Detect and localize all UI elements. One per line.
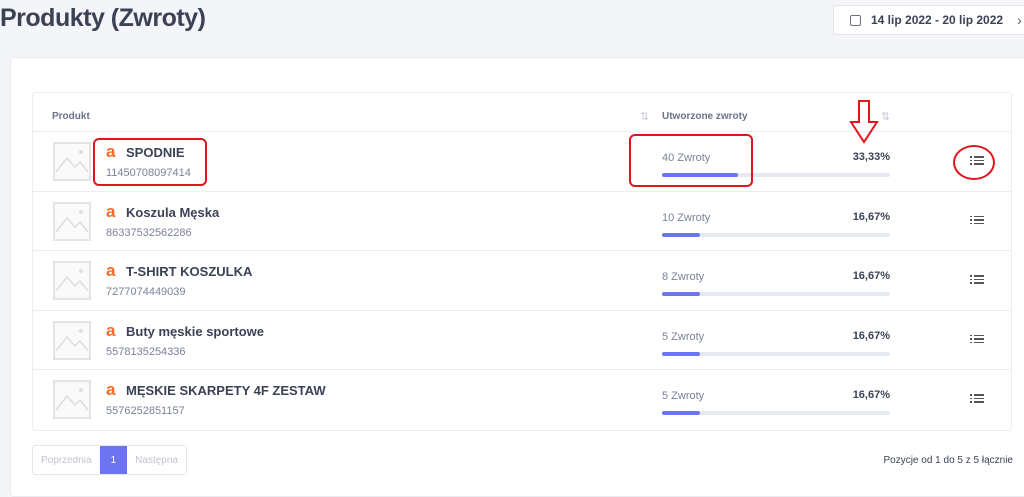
pagination: Poprzednia 1 Następna: [32, 445, 187, 475]
image-placeholder-icon: [53, 142, 91, 181]
header-product: Produkt: [52, 111, 90, 122]
returns-count: 5 Zwroty: [662, 390, 705, 402]
returns-percent: 16,67%: [852, 270, 890, 282]
page-title: Produkty (Zwroty): [0, 4, 206, 32]
returns-percent: 16,67%: [852, 329, 890, 342]
annotation-box-returns: [629, 134, 753, 187]
progress-fill: [662, 351, 700, 356]
product-name[interactable]: Koszula Męska: [126, 204, 220, 220]
returns-progress-bar: [662, 411, 890, 415]
calendar-icon: [850, 14, 861, 26]
product-sku: 11450708097414: [106, 167, 191, 179]
brand-logo-icon: a: [106, 261, 116, 280]
chevron-right-icon[interactable]: ›: [1017, 12, 1022, 28]
table-row: a T-SHIRT KOSZULKA 7277074449039 8 Zwrot…: [33, 251, 1011, 311]
table-row: a SPODNIE 11450708097414 40 Zwroty 33,33…: [33, 132, 1011, 192]
returns-count: 10 Zwroty: [662, 211, 711, 224]
annotation-circle-menu: [953, 145, 995, 180]
image-placeholder-icon: [53, 380, 91, 419]
table-header: Produkt ⇅ Utworzone zwroty ⇅: [33, 93, 1011, 132]
image-placeholder-icon: [53, 201, 91, 241]
header-returns[interactable]: Utworzone zwroty: [662, 111, 748, 122]
table-row: a Koszula Męska 86337532562286 10 Zwroty…: [33, 192, 1011, 251]
returns-progress-bar: [662, 292, 890, 296]
returns-percent: 16,67%: [852, 210, 890, 223]
table-row: a MĘSKIE SKARPETY 4F ZESTAW 557625285115…: [33, 370, 1011, 430]
details-list-icon[interactable]: [970, 333, 984, 345]
products-table: Produkt ⇅ Utworzone zwroty ⇅ a SPODNIE 1…: [32, 92, 1012, 431]
brand-logo-icon: a: [106, 201, 116, 221]
progress-fill: [662, 173, 738, 177]
returns-progress-bar: [662, 173, 890, 177]
prev-page-button[interactable]: Poprzednia: [41, 454, 92, 466]
details-list-icon[interactable]: [970, 273, 984, 285]
product-sku: 5578135254336: [106, 345, 186, 358]
returns-count: 8 Zwroty: [662, 271, 705, 283]
page-1-button[interactable]: 1: [99, 446, 128, 474]
product-sku: 5576252851157: [106, 405, 185, 417]
image-placeholder-icon: [53, 320, 91, 360]
progress-fill: [662, 292, 700, 296]
pagination-info: Pozycje od 1 do 5 z 5 łącznie: [883, 455, 1013, 466]
date-range-button[interactable]: 14 lip 2022 - 20 lip 2022 ›: [833, 5, 1024, 35]
returns-count: 40 Zwroty: [662, 152, 711, 164]
next-page-button[interactable]: Następna: [135, 454, 178, 466]
sort-icon[interactable]: ⇅: [881, 111, 891, 123]
brand-logo-icon: a: [106, 320, 116, 340]
returns-progress-bar: [662, 351, 890, 356]
brand-logo-icon: a: [106, 142, 116, 161]
progress-fill: [662, 411, 700, 415]
product-name[interactable]: Buty męskie sportowe: [126, 323, 264, 339]
brand-logo-icon: a: [106, 380, 116, 399]
product-name[interactable]: T-SHIRT KOSZULKA: [126, 264, 253, 279]
image-placeholder-icon: [53, 261, 91, 300]
product-sku: 7277074449039: [106, 286, 186, 298]
sort-icon[interactable]: ⇅: [640, 111, 650, 123]
annotation-box-product: [93, 138, 207, 186]
returns-percent: 33,33%: [852, 151, 890, 163]
details-list-icon[interactable]: [970, 392, 984, 404]
returns-progress-bar: [662, 232, 890, 237]
table-row: a Buty męskie sportowe 5578135254336 5 Z…: [33, 311, 1011, 370]
product-name[interactable]: MĘSKIE SKARPETY 4F ZESTAW: [126, 383, 326, 398]
progress-fill: [662, 232, 700, 237]
details-list-icon[interactable]: [970, 214, 984, 226]
date-range-label: 14 lip 2022 - 20 lip 2022: [871, 13, 1004, 27]
returns-percent: 16,67%: [852, 389, 890, 401]
product-name[interactable]: SPODNIE: [126, 145, 185, 160]
product-sku: 86337532562286: [106, 226, 192, 239]
annotation-arrow-down-icon: [849, 100, 879, 144]
returns-count: 5 Zwroty: [662, 330, 705, 343]
